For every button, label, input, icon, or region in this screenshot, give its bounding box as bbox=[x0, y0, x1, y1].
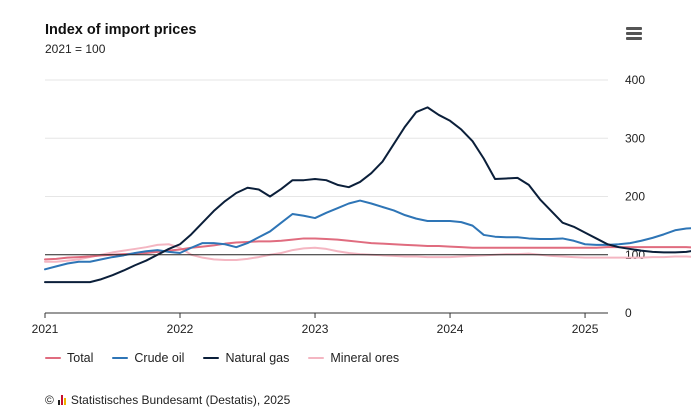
legend-item-crude-oil[interactable]: Crude oil bbox=[112, 351, 184, 365]
y-tick-label-400: 400 bbox=[625, 73, 645, 87]
x-tick-label-2023: 2023 bbox=[302, 322, 329, 336]
hamburger-menu-icon[interactable] bbox=[624, 25, 644, 41]
legend-item-total[interactable]: Total bbox=[45, 351, 93, 365]
legend-swatch-natural-gas bbox=[203, 356, 220, 360]
series-line-total bbox=[44, 237, 691, 261]
source-credit: © Statistisches Bundesamt (Destatis), 20… bbox=[45, 393, 290, 407]
x-tick-label-2021: 2021 bbox=[32, 322, 59, 336]
x-tick-label-2024: 2024 bbox=[437, 322, 464, 336]
legend-label-mineral-ores: Mineral ores bbox=[330, 351, 400, 365]
series-line-crude-oil bbox=[44, 199, 691, 271]
y-tick-label-300: 300 bbox=[625, 131, 645, 145]
copyright-symbol: © bbox=[45, 393, 54, 407]
legend-label-natural-gas: Natural gas bbox=[225, 351, 290, 365]
x-tick-label-2025: 2025 bbox=[572, 322, 599, 336]
source-text: Statistisches Bundesamt (Destatis), 2025 bbox=[70, 393, 291, 407]
legend: Total Crude oil Natural gas Mineral ores bbox=[45, 351, 418, 365]
legend-swatch-mineral-ores bbox=[308, 356, 325, 360]
y-tick-label-200: 200 bbox=[625, 190, 645, 204]
y-tick-label-0: 0 bbox=[625, 306, 632, 320]
legend-item-natural-gas[interactable]: Natural gas bbox=[203, 351, 289, 365]
chart-subtitle: 2021 = 100 bbox=[45, 42, 106, 56]
series-line-mineral-ores bbox=[44, 243, 691, 263]
legend-swatch-crude-oil bbox=[112, 356, 129, 360]
legend-label-crude-oil: Crude oil bbox=[134, 351, 185, 365]
chart-title: Index of import prices bbox=[45, 22, 197, 38]
x-tick-label-2022: 2022 bbox=[167, 322, 194, 336]
destatis-logo-icon bbox=[57, 395, 67, 405]
legend-item-mineral-ores[interactable]: Mineral ores bbox=[308, 351, 399, 365]
legend-label-total: Total bbox=[67, 351, 94, 365]
legend-swatch-total bbox=[45, 356, 61, 360]
series-line-natural-gas bbox=[44, 106, 691, 284]
